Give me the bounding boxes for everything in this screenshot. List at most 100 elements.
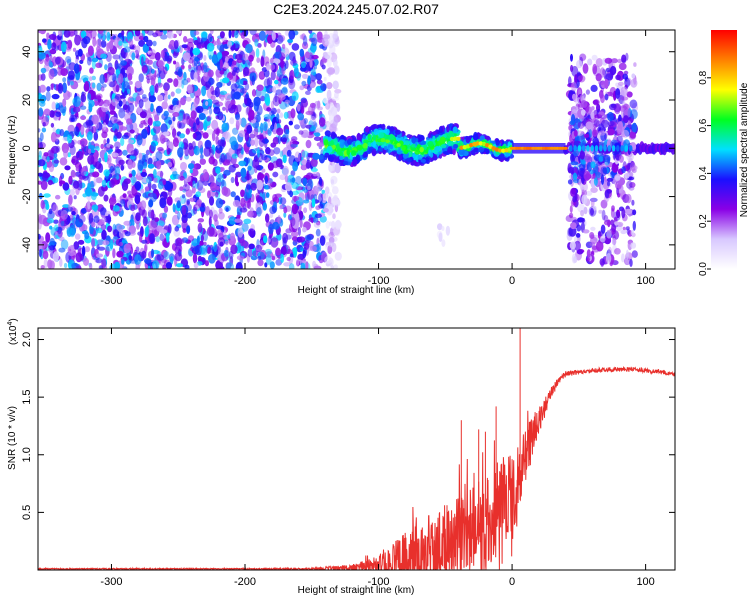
heatmap-cell — [43, 108, 51, 116]
heatmap-cell — [170, 167, 177, 172]
heatmap-cell — [631, 142, 636, 151]
heatmap-cell — [606, 177, 614, 182]
heatmap-cell — [130, 176, 137, 184]
heatmap-cell — [60, 220, 65, 227]
heatmap-cell — [57, 226, 62, 235]
heatmap-cell — [180, 161, 187, 171]
heatmap-cell — [79, 138, 88, 147]
heatmap-cell — [53, 219, 59, 224]
heatmap-cell — [109, 194, 117, 203]
heatmap-cell — [186, 199, 190, 205]
heatmap-cell — [96, 93, 103, 100]
heatmap-cell — [569, 212, 574, 219]
heatmap-cell — [616, 145, 620, 152]
heatmap-cell — [260, 249, 267, 260]
heatmap-cell — [439, 136, 446, 144]
heatmap-cell — [275, 247, 281, 256]
heatmap-cell — [289, 190, 294, 198]
heatmap-cell — [99, 30, 105, 37]
heatmap-cell — [160, 49, 165, 59]
heatmap-cell — [362, 134, 366, 140]
heatmap-cell — [146, 176, 152, 184]
heatmap-cell — [120, 199, 126, 207]
heatmap-cell — [244, 131, 250, 142]
heatmap-cell — [213, 244, 222, 255]
heatmap-cell — [234, 218, 242, 223]
heatmap-cell — [121, 180, 129, 191]
heatmap-cell — [333, 195, 338, 200]
heatmap-cell — [303, 188, 309, 193]
heatmap-cell — [167, 161, 173, 168]
heatmap-cell — [80, 115, 87, 121]
heatmap-cell — [213, 241, 218, 253]
heatmap-cell — [42, 250, 49, 260]
heatmap-cell — [614, 248, 621, 255]
heatmap-cell — [269, 261, 275, 269]
heatmap-cell — [249, 133, 256, 139]
heatmap-cell — [227, 40, 232, 49]
heatmap-cell — [305, 110, 314, 116]
heatmap-cell — [590, 208, 594, 216]
heatmap-cell — [48, 34, 57, 40]
heatmap-cell — [91, 82, 96, 89]
heatmap-cell — [268, 223, 274, 235]
heatmap-cell — [253, 96, 261, 107]
heatmap-cell — [411, 136, 417, 144]
heatmap-x-tick-label: -300 — [100, 275, 122, 287]
heatmap-cell — [622, 226, 626, 231]
heatmap-cell — [167, 94, 171, 100]
heatmap-cell — [297, 236, 306, 243]
heatmap-cell — [77, 48, 83, 57]
heatmap-cell — [216, 81, 223, 88]
heatmap-cell — [630, 161, 636, 172]
snr-y-multiplier-exp: 4 — [7, 322, 14, 326]
heatmap-cell — [83, 257, 89, 266]
heatmap-cell — [245, 43, 253, 54]
heatmap-cell — [266, 63, 271, 71]
heatmap-cell — [138, 73, 144, 83]
heatmap-cell — [631, 73, 636, 79]
heatmap-cell — [328, 155, 334, 162]
heatmap-cell — [41, 171, 49, 182]
heatmap-cell — [96, 227, 103, 234]
heatmap-cell — [48, 49, 56, 54]
heatmap-cell — [92, 171, 100, 178]
heatmap-cell — [235, 113, 240, 121]
heatmap-cell — [252, 250, 259, 257]
heatmap-cell — [264, 262, 268, 268]
heatmap-cell — [313, 221, 321, 228]
heatmap-cell — [206, 116, 211, 122]
heatmap-cell — [123, 220, 131, 226]
heatmap-x-label: Height of straight line (km) — [298, 285, 415, 296]
heatmap-cell — [95, 62, 103, 69]
heatmap-cell — [332, 80, 339, 90]
heatmap-cell — [150, 68, 155, 74]
heatmap-cell — [625, 249, 629, 260]
heatmap-cell — [316, 142, 325, 147]
heatmap-cell — [603, 215, 609, 222]
heatmap-cell — [230, 99, 236, 107]
heatmap-cell — [233, 91, 241, 100]
heatmap-cell — [453, 136, 458, 141]
heatmap-cell — [440, 144, 447, 149]
heatmap-cell — [215, 225, 224, 230]
heatmap-marks — [38, 30, 675, 269]
heatmap-cell — [330, 131, 337, 140]
heatmap-cell — [155, 151, 163, 161]
heatmap-cell — [333, 65, 340, 75]
heatmap-cell — [67, 133, 73, 144]
heatmap-cell — [157, 181, 164, 190]
heatmap-cell — [172, 50, 178, 59]
heatmap-cell — [95, 121, 100, 130]
heatmap-cell — [162, 264, 167, 269]
heatmap-cell — [228, 216, 237, 225]
heatmap-cell — [106, 31, 111, 42]
heatmap-cell — [118, 225, 126, 230]
heatmap-cell — [272, 194, 278, 202]
heatmap-cell — [222, 61, 230, 70]
heatmap-cell — [432, 155, 438, 161]
heatmap-cell — [114, 261, 121, 269]
heatmap-cell — [589, 232, 595, 239]
heatmap-cell — [222, 77, 230, 84]
